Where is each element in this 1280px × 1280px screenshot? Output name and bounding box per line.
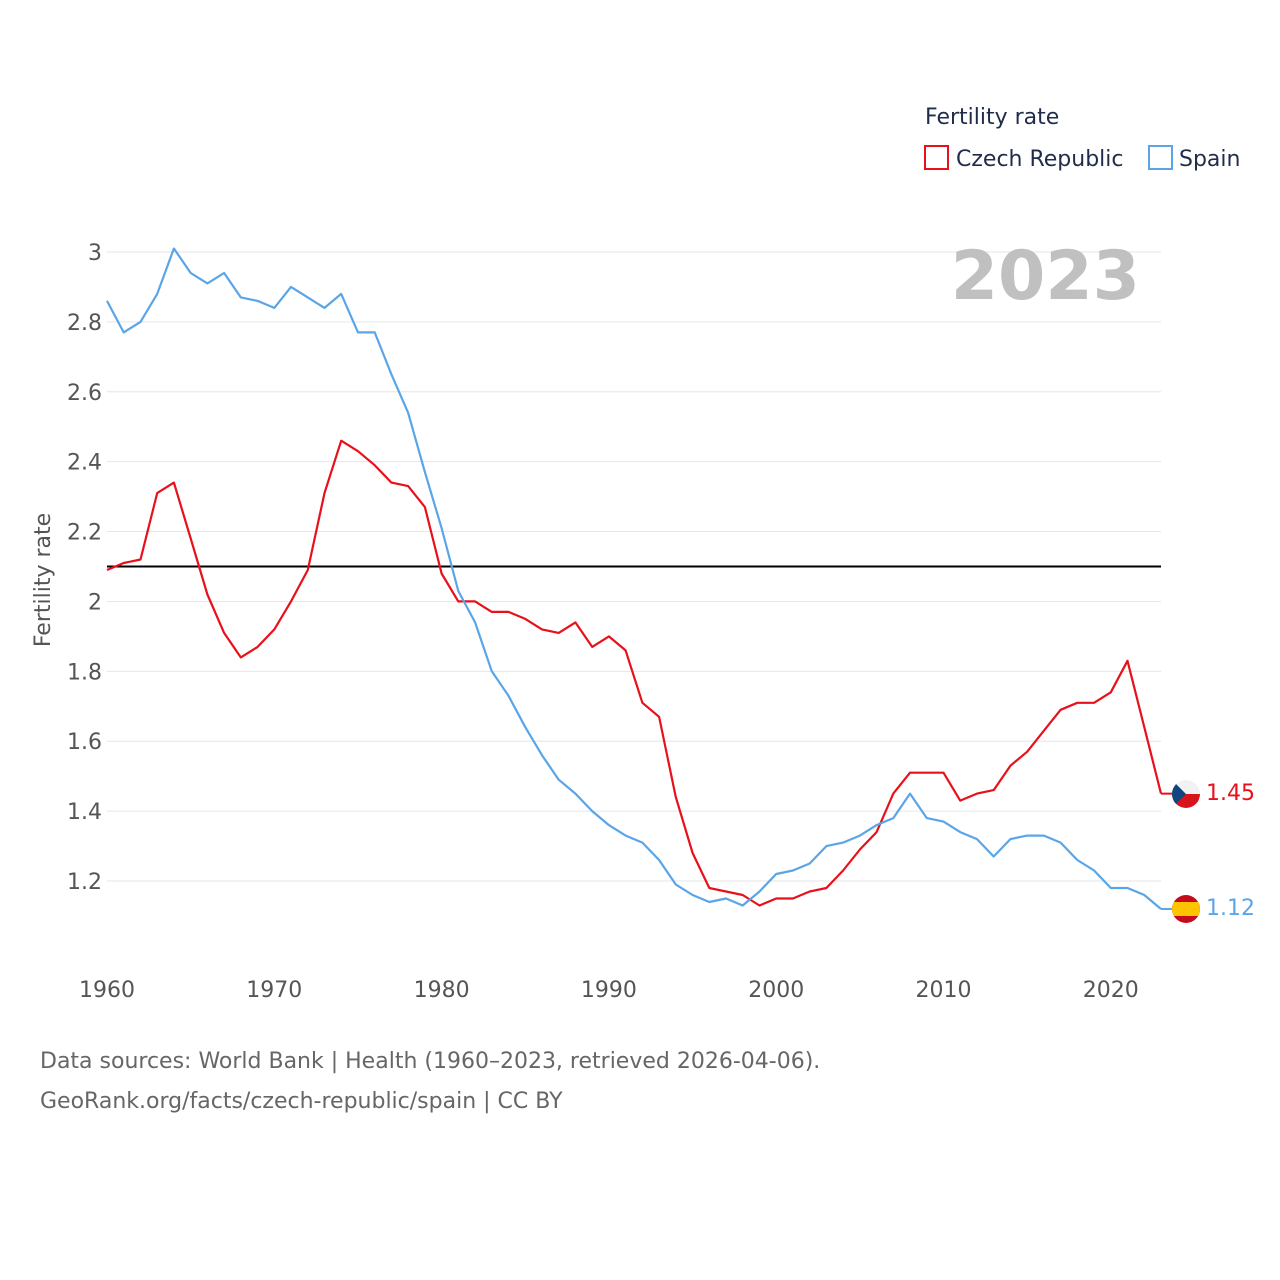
series-line-czech-republic xyxy=(106,439,1163,907)
x-tick-label: 1960 xyxy=(79,978,135,1003)
x-tick-label: 2000 xyxy=(748,978,804,1003)
grid xyxy=(107,251,1161,882)
y-tick-label: 2.8 xyxy=(67,311,102,336)
y-tick-label: 2.4 xyxy=(67,451,102,476)
x-tick-label: 1980 xyxy=(414,978,470,1003)
legend-title: Fertility rate xyxy=(925,105,1059,130)
y-tick-label: 2.6 xyxy=(67,381,102,406)
x-tick-label: 2020 xyxy=(1083,978,1139,1003)
x-tick-label: 2010 xyxy=(916,978,972,1003)
x-axis-ticks: 1960 1970 1980 1990 2000 2010 2020 xyxy=(79,978,1139,1003)
y-tick-label: 2.2 xyxy=(67,521,102,546)
end-value-spain: 1.12 xyxy=(1206,896,1255,921)
y-tick-label: 1.8 xyxy=(67,660,102,685)
y-tick-label: 1.4 xyxy=(67,800,102,825)
spain-flag-icon xyxy=(1172,895,1200,923)
y-tick-label: 1.2 xyxy=(67,870,102,895)
end-value-czech-republic: 1.45 xyxy=(1206,781,1255,806)
source-link[interactable]: GeoRank.org/facts/czech-republic/spain |… xyxy=(40,1089,563,1114)
data-sources-note: Data sources: World Bank | Health (1960–… xyxy=(40,1049,820,1074)
series-lines xyxy=(106,247,1172,910)
legend-label-spain: Spain xyxy=(1179,147,1240,172)
year-label: 2023 xyxy=(951,237,1140,316)
y-axis-ticks: 1.2 1.4 1.6 1.8 2 2.2 2.4 2.6 2.8 3 xyxy=(67,241,102,895)
legend-item-spain[interactable]: Spain xyxy=(1148,145,1240,172)
legend-swatch-spain xyxy=(1148,145,1173,170)
legend-label-czech-republic: Czech Republic xyxy=(956,147,1124,172)
czech-flag-icon xyxy=(1172,780,1200,808)
legend-swatch-czech-republic xyxy=(924,145,949,170)
y-axis-title: Fertility rate xyxy=(31,513,56,647)
series-line-spain xyxy=(106,247,1162,910)
x-tick-label: 1970 xyxy=(246,978,302,1003)
x-tick-label: 1990 xyxy=(581,978,637,1003)
legend-item-czech-republic[interactable]: Czech Republic xyxy=(924,145,1124,172)
y-tick-label: 2 xyxy=(88,590,102,615)
y-tick-label: 3 xyxy=(88,241,102,266)
y-tick-label: 1.6 xyxy=(67,730,102,755)
legend: Fertility rate Czech Republic Spain xyxy=(924,105,1240,172)
